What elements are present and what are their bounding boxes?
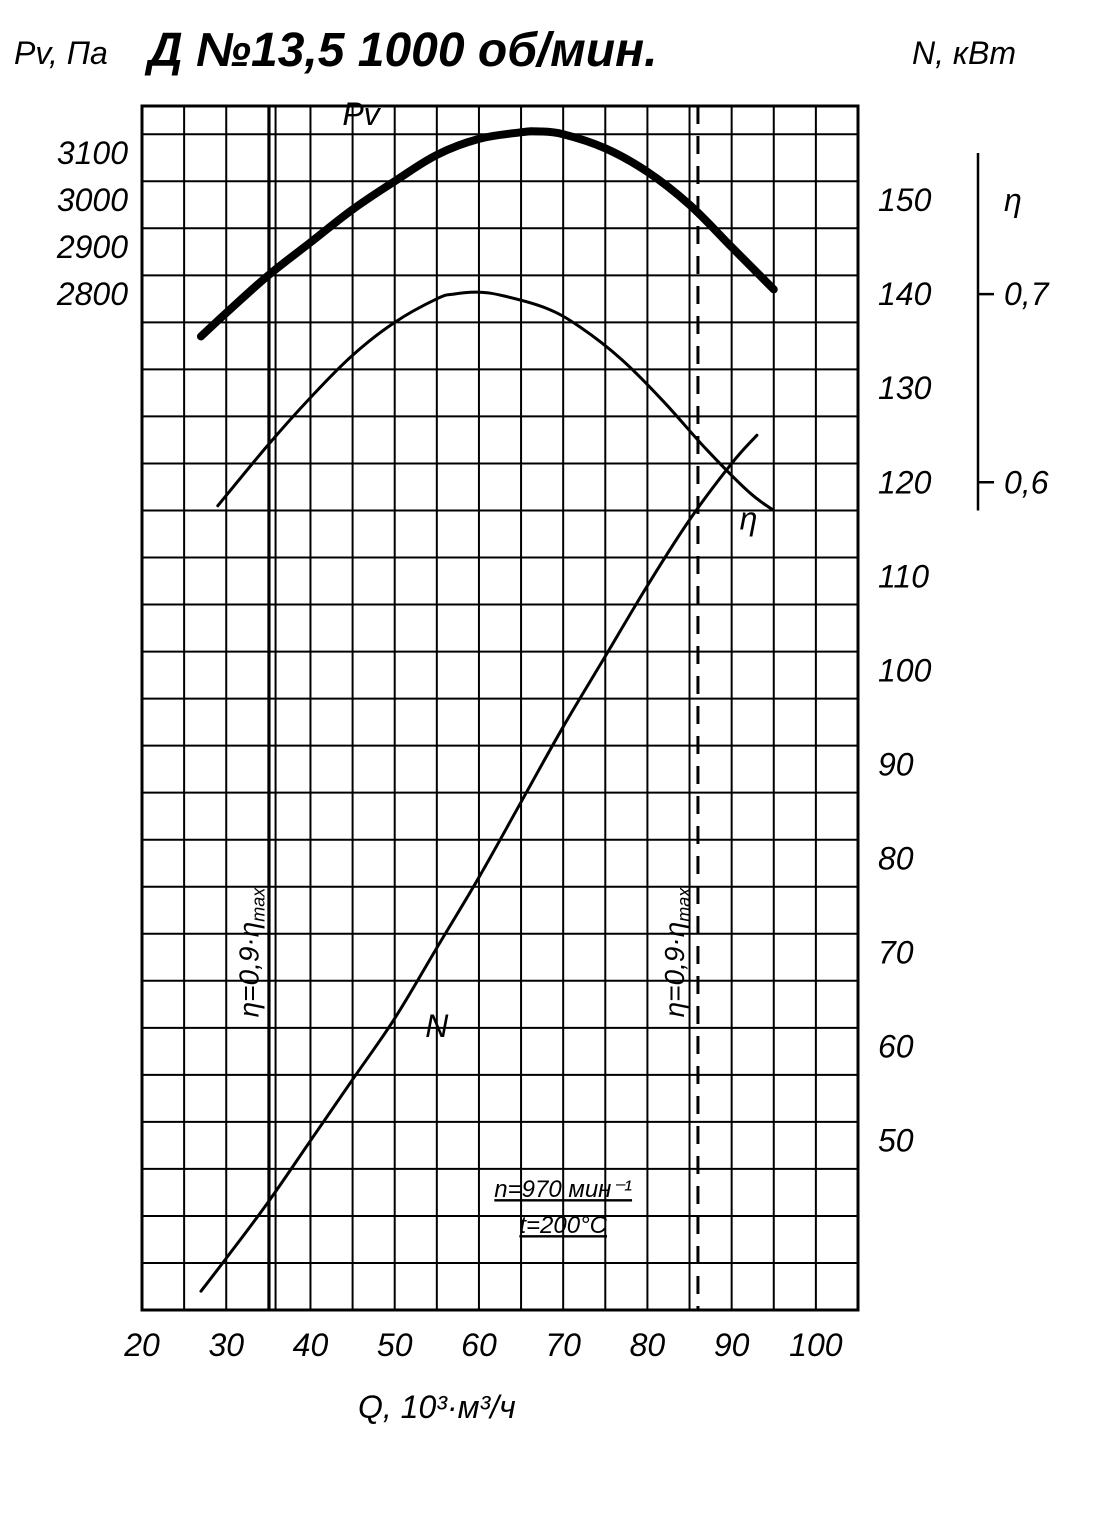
y-left-tick-label: 3000 (57, 182, 128, 218)
x-tick-label: 70 (545, 1327, 581, 1363)
x-tick-label: 90 (714, 1327, 750, 1363)
chart-title: Д №13,5 1000 об/мин. (144, 24, 657, 77)
y-right-tick-label: 70 (878, 935, 914, 971)
x-tick-label: 30 (208, 1327, 244, 1363)
y-left-tick-label: 2800 (56, 276, 128, 312)
curve-label-Pv: Pv (342, 96, 381, 132)
x-tick-label: 40 (293, 1327, 329, 1363)
y-right-tick-label: 120 (878, 464, 932, 500)
note-line-2: t=200°C (519, 1212, 607, 1239)
note-line-1: n=970 мин⁻¹ (494, 1176, 632, 1203)
y-left-axis-title: Pv, Па (14, 35, 108, 71)
x-tick-label: 20 (123, 1327, 160, 1363)
y-right-tick-label: 150 (878, 182, 932, 218)
eta-tick-label: 0,6 (1004, 464, 1049, 500)
x-tick-label: 100 (789, 1327, 843, 1363)
eta-axis-title: η (1004, 182, 1022, 218)
y-right-tick-label: 100 (878, 652, 932, 688)
curve-label-N: N (425, 1008, 449, 1044)
y-left-tick-label: 2900 (56, 229, 128, 265)
y-right-tick-label: 140 (878, 276, 932, 312)
x-tick-label: 50 (377, 1327, 413, 1363)
y-right-tick-label: 130 (878, 370, 932, 406)
eta-tick-label: 0,7 (1004, 276, 1050, 312)
y-left-tick-label: 3100 (57, 135, 128, 171)
y-right-tick-label: 60 (878, 1029, 914, 1065)
x-tick-label: 60 (461, 1327, 497, 1363)
y-right-tick-label: 90 (878, 746, 914, 782)
y-right-axis-title: N, кВт (912, 35, 1016, 71)
x-tick-label: 80 (630, 1327, 666, 1363)
curve-label-eta: η (740, 500, 758, 536)
y-right-tick-label: 110 (878, 558, 929, 594)
y-right-tick-label: 50 (878, 1123, 914, 1159)
y-right-tick-label: 80 (878, 841, 914, 877)
x-axis-title: Q, 10³·м³/ч (358, 1389, 516, 1425)
